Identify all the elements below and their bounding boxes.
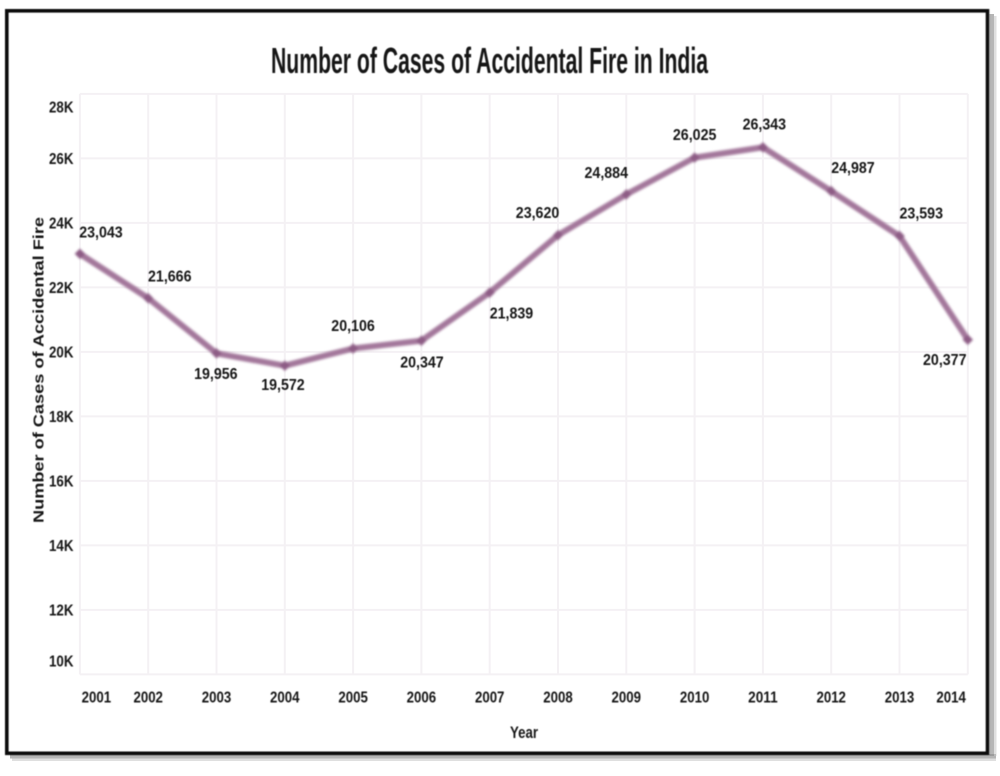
svg-text:19,572: 19,572 (261, 377, 305, 394)
svg-text:24K: 24K (49, 216, 74, 233)
svg-text:2013: 2013 (885, 690, 915, 707)
svg-text:14K: 14K (49, 538, 74, 555)
svg-text:24,884: 24,884 (585, 165, 629, 182)
svg-text:16K: 16K (49, 474, 74, 491)
svg-text:10K: 10K (49, 654, 74, 671)
svg-text:26K: 26K (49, 151, 74, 168)
svg-text:2005: 2005 (338, 690, 368, 707)
svg-text:2001: 2001 (82, 690, 112, 707)
svg-text:23,593: 23,593 (900, 206, 944, 223)
svg-text:2009: 2009 (612, 690, 642, 707)
svg-text:2014: 2014 (936, 690, 966, 707)
svg-text:2002: 2002 (133, 690, 163, 707)
svg-text:2008: 2008 (543, 690, 573, 707)
svg-text:2003: 2003 (202, 690, 232, 707)
svg-text:Number of Cases of Accidental: Number of Cases of Accidental Fire (31, 217, 48, 523)
svg-text:2007: 2007 (475, 690, 505, 707)
svg-text:19,956: 19,956 (194, 366, 238, 383)
svg-text:18K: 18K (49, 409, 74, 426)
svg-text:21,666: 21,666 (148, 268, 192, 285)
svg-text:12K: 12K (49, 603, 74, 620)
svg-text:23,043: 23,043 (79, 225, 123, 242)
svg-text:21,839: 21,839 (490, 306, 534, 323)
svg-text:23,620: 23,620 (516, 205, 560, 222)
svg-text:Year: Year (510, 723, 538, 742)
svg-text:20,377: 20,377 (923, 352, 967, 369)
svg-text:24,987: 24,987 (831, 160, 875, 177)
svg-text:2004: 2004 (270, 690, 300, 707)
svg-text:22K: 22K (49, 280, 74, 297)
svg-text:20K: 20K (49, 345, 74, 362)
svg-text:28K: 28K (49, 100, 74, 117)
svg-text:26,025: 26,025 (673, 127, 717, 144)
svg-text:20,106: 20,106 (331, 318, 375, 335)
svg-text:2011: 2011 (748, 690, 778, 707)
svg-text:Number of Cases of Accidental: Number of Cases of Accidental Fire in In… (271, 40, 708, 81)
svg-text:2012: 2012 (816, 690, 846, 707)
svg-text:2010: 2010 (680, 690, 710, 707)
svg-text:20,347: 20,347 (400, 355, 444, 372)
svg-text:2006: 2006 (407, 690, 437, 707)
svg-text:26,343: 26,343 (743, 116, 787, 133)
